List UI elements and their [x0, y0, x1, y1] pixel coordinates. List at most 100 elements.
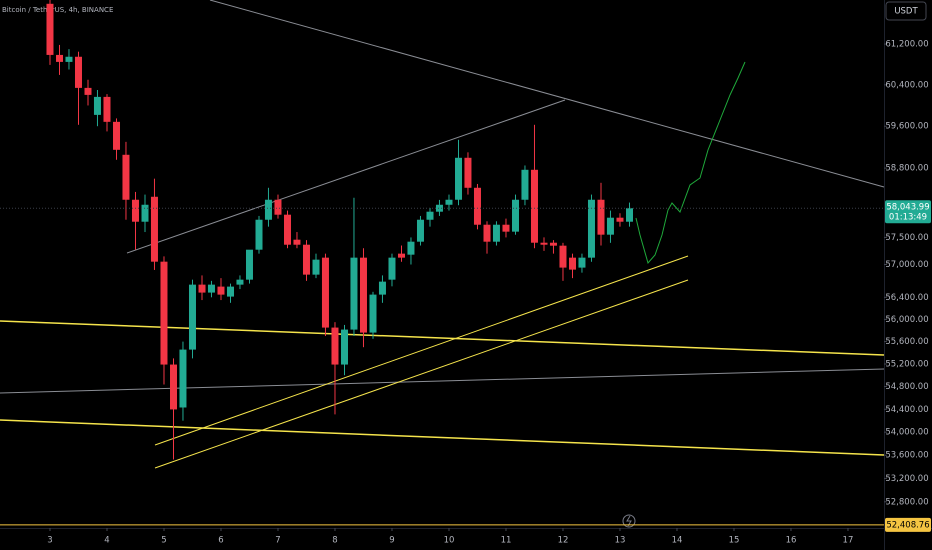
- candle-body: [264, 199, 272, 220]
- x-tick-label: 5: [161, 536, 166, 546]
- alert-label: 52,408.76: [886, 520, 929, 530]
- candle-body: [131, 199, 139, 222]
- y-tick-label: 57,000.00: [885, 260, 928, 270]
- x-tick-label: 10: [444, 536, 455, 546]
- candle-body: [350, 257, 358, 330]
- currency-button[interactable]: [885, 1, 927, 21]
- channel-line: [154, 279, 689, 469]
- y-tick-label: 57,500.00: [885, 233, 928, 243]
- candle-body: [606, 217, 614, 235]
- x-tick-label: 3: [47, 536, 52, 546]
- x-tick-label: 12: [558, 536, 569, 546]
- candle-body: [170, 364, 178, 410]
- candle-body: [188, 284, 196, 350]
- candle-body: [227, 286, 235, 297]
- last-price-label: 58,043.99: [886, 203, 929, 213]
- symbol-title: Bitcoin / TetherUS, 4h, BINANCE: [2, 6, 113, 14]
- candle-body: [530, 169, 538, 243]
- candle-body: [369, 294, 377, 333]
- candle-body: [84, 87, 92, 95]
- candle-body: [398, 253, 406, 258]
- x-tick-label: 17: [843, 536, 854, 546]
- candle-body: [312, 259, 320, 275]
- candle-body: [578, 257, 586, 268]
- trend-line: [0, 320, 885, 356]
- candle-body: [464, 157, 472, 188]
- trend-line: [209, 0, 885, 188]
- candle-body: [198, 284, 206, 293]
- candle-body: [540, 242, 548, 245]
- y-tick-label: 53,200.00: [885, 474, 928, 484]
- trend-line: [0, 368, 885, 394]
- candle-body: [416, 219, 424, 242]
- candle-body: [103, 96, 111, 122]
- candle-body: [74, 56, 82, 88]
- candle-body: [559, 245, 567, 268]
- replay-icon[interactable]: [622, 514, 636, 528]
- x-tick-label: 9: [389, 536, 394, 546]
- x-tick-label: 13: [615, 536, 626, 546]
- y-tick-label: 56,000.00: [885, 315, 928, 325]
- trend-line: [126, 99, 566, 254]
- candle-body: [236, 279, 244, 285]
- x-tick-label: 6: [218, 536, 223, 546]
- candle-body: [93, 96, 101, 115]
- trend-line: [0, 419, 885, 456]
- candle-body: [455, 157, 463, 200]
- candle-body: [359, 257, 367, 333]
- candle-body: [274, 199, 282, 215]
- candle-body: [483, 224, 491, 242]
- y-tick-label: 61,200.00: [885, 40, 928, 50]
- candle-body: [625, 208, 633, 222]
- candle-body: [341, 329, 349, 365]
- candle-body: [521, 169, 529, 200]
- candle-body: [407, 241, 415, 255]
- candle-body: [150, 196, 158, 262]
- candle-body: [435, 204, 443, 212]
- candle-body: [141, 204, 149, 222]
- candle-body: [568, 257, 576, 270]
- y-tick-label: 54,800.00: [885, 382, 928, 392]
- x-tick-label: 15: [729, 536, 740, 546]
- candle-body: [46, 3, 54, 55]
- candle-body: [388, 257, 396, 280]
- candle-body: [492, 224, 500, 242]
- channel-line: [154, 255, 689, 446]
- candle-body: [179, 349, 187, 408]
- y-tick-label: 59,600.00: [885, 122, 928, 132]
- y-tick-label: 55,200.00: [885, 359, 928, 369]
- icon-bolt[interactable]: [626, 515, 632, 527]
- candle-body: [122, 154, 130, 200]
- y-tick-label: 58,800.00: [885, 164, 928, 174]
- candle-body: [321, 257, 329, 328]
- candle-body: [207, 284, 215, 293]
- candle-body: [331, 327, 339, 365]
- drawings: [0, 0, 885, 469]
- x-tick-label: 16: [786, 536, 797, 546]
- candle-body: [302, 244, 310, 275]
- candle-body: [597, 199, 605, 235]
- y-tick-label: 52,800.00: [885, 497, 928, 507]
- candle-body: [378, 281, 386, 295]
- candle-body: [160, 261, 168, 365]
- candle-body: [56, 54, 64, 62]
- icon-circle[interactable]: [622, 514, 636, 528]
- candle-body: [245, 249, 253, 280]
- x-tick-label: 7: [275, 536, 280, 546]
- y-tick-label: 54,000.00: [885, 428, 928, 438]
- last-price-box: [885, 200, 931, 224]
- projection-path: [635, 61, 746, 265]
- x-tick-label: 11: [501, 536, 512, 546]
- candle-body: [284, 214, 292, 245]
- candle-body: [255, 219, 263, 250]
- currency-label[interactable]: USDT: [894, 7, 918, 17]
- y-tick-label: 54,400.00: [885, 405, 928, 415]
- y-tick-label: 56,400.00: [885, 293, 928, 303]
- alert-box: [885, 517, 931, 532]
- candle-body: [549, 242, 557, 246]
- candle-body: [587, 199, 595, 258]
- x-tick-label: 4: [104, 536, 109, 546]
